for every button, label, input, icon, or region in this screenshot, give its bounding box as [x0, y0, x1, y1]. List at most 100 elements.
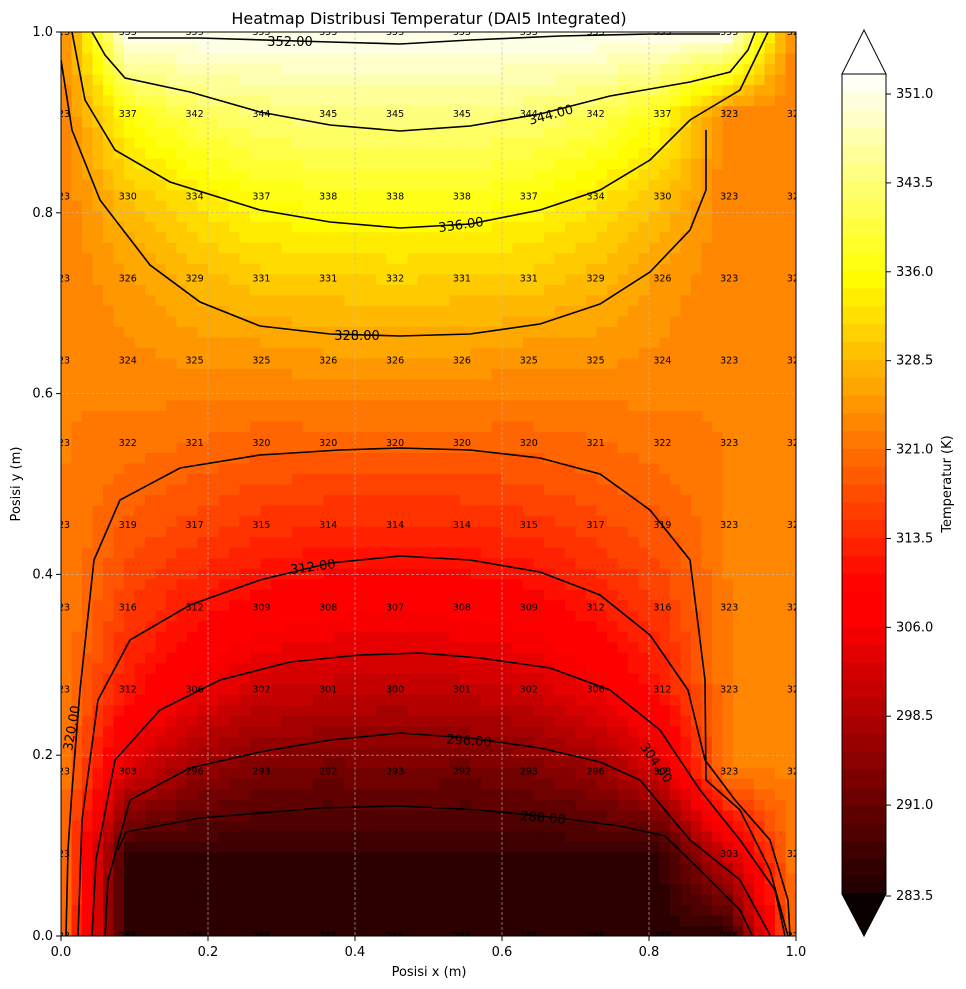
heat-cell — [743, 462, 755, 475]
heat-cell — [218, 536, 230, 548]
heat-cell — [481, 715, 493, 727]
heat-cell — [565, 736, 577, 748]
heat-cell — [659, 809, 671, 821]
heat-cell — [617, 673, 629, 685]
heat-cell — [670, 515, 682, 527]
heat-cell — [491, 778, 503, 790]
heat-cell — [313, 368, 325, 380]
heat-cell — [596, 378, 608, 390]
heat-cell — [397, 252, 409, 264]
heat-cell — [575, 263, 587, 275]
heat-cell — [260, 431, 272, 443]
heat-cell — [460, 326, 472, 338]
heat-cell — [187, 799, 199, 811]
heat-cell — [313, 536, 325, 548]
heat-cell — [407, 799, 419, 811]
heat-cell — [544, 851, 556, 864]
heat-cell — [208, 221, 220, 233]
heat-cell — [460, 284, 472, 296]
heat-cell — [61, 641, 73, 653]
heat-cell — [334, 505, 346, 517]
heat-cell — [113, 578, 125, 590]
heat-cell — [701, 431, 713, 443]
heat-cell — [449, 778, 461, 790]
heat-cell — [428, 872, 440, 885]
heat-cell — [712, 294, 724, 306]
heat-cell — [544, 536, 556, 548]
heat-cell — [596, 694, 608, 706]
heat-cell — [302, 788, 314, 800]
heat-cell — [680, 862, 692, 874]
heat-cell — [292, 315, 304, 327]
heat-cell — [680, 767, 692, 779]
heat-cell — [344, 505, 356, 517]
heat-cell — [323, 641, 335, 653]
heat-cell — [638, 231, 650, 243]
heat-cell — [512, 599, 524, 611]
heat-cell — [313, 389, 325, 401]
heat-cell — [617, 536, 629, 548]
heat-cell — [418, 200, 430, 212]
heat-cell — [523, 263, 535, 275]
heat-cell — [607, 357, 619, 369]
heat-cell — [260, 799, 272, 811]
heat-cell — [491, 568, 503, 580]
heat-cell — [92, 683, 104, 695]
heat-cell — [187, 399, 199, 412]
heat-cell — [649, 715, 661, 727]
heat-cell — [607, 694, 619, 706]
heat-cell — [691, 452, 703, 464]
heat-cell — [512, 305, 524, 317]
heat-cell — [565, 547, 577, 559]
heat-cell — [533, 568, 545, 580]
heat-cell — [323, 536, 335, 548]
heat-cell — [554, 620, 566, 632]
heat-cell — [638, 883, 650, 895]
heat-cell — [334, 252, 346, 264]
heat-cell — [449, 809, 461, 821]
heat-cell — [176, 420, 188, 433]
heat-cell — [281, 652, 293, 664]
heat-cell — [103, 294, 115, 306]
heat-cell — [155, 757, 167, 769]
heat-cell — [764, 641, 776, 653]
heat-cell — [344, 883, 356, 895]
heat-cell — [323, 452, 335, 464]
heat-cell — [313, 725, 325, 737]
heat-cell — [649, 610, 661, 622]
heat-cell — [208, 662, 220, 674]
heat-cell — [376, 610, 388, 622]
heat-cell — [197, 568, 209, 580]
heat-cell — [691, 704, 703, 716]
heat-cell — [166, 883, 178, 895]
heat-cell — [754, 505, 766, 517]
heat-cell — [176, 231, 188, 243]
heat-cell — [260, 715, 272, 727]
heat-cell — [407, 210, 419, 222]
heat-cell — [544, 357, 556, 369]
heat-cell — [376, 494, 388, 506]
heat-cell — [208, 578, 220, 590]
heat-cell — [659, 252, 671, 264]
heat-cell — [754, 284, 766, 296]
heat-cell — [176, 610, 188, 622]
heat-cell — [628, 305, 640, 317]
heat-cell — [712, 210, 724, 222]
heat-cell — [712, 368, 724, 380]
heat-cell — [334, 841, 346, 853]
heat-cell — [481, 904, 493, 916]
heat-cell — [586, 505, 598, 517]
heat-cell — [82, 273, 94, 285]
heat-cell — [292, 473, 304, 485]
heat-cell — [281, 799, 293, 811]
heat-cell — [407, 484, 419, 496]
heat-cell — [649, 210, 661, 222]
heat-cell — [638, 641, 650, 653]
heat-cell — [460, 336, 472, 348]
heat-cell — [659, 452, 671, 464]
heat-cell — [344, 484, 356, 496]
heat-cell — [271, 851, 283, 864]
heat-cell — [145, 263, 157, 275]
heat-cell — [596, 746, 608, 758]
heat-cell — [533, 252, 545, 264]
